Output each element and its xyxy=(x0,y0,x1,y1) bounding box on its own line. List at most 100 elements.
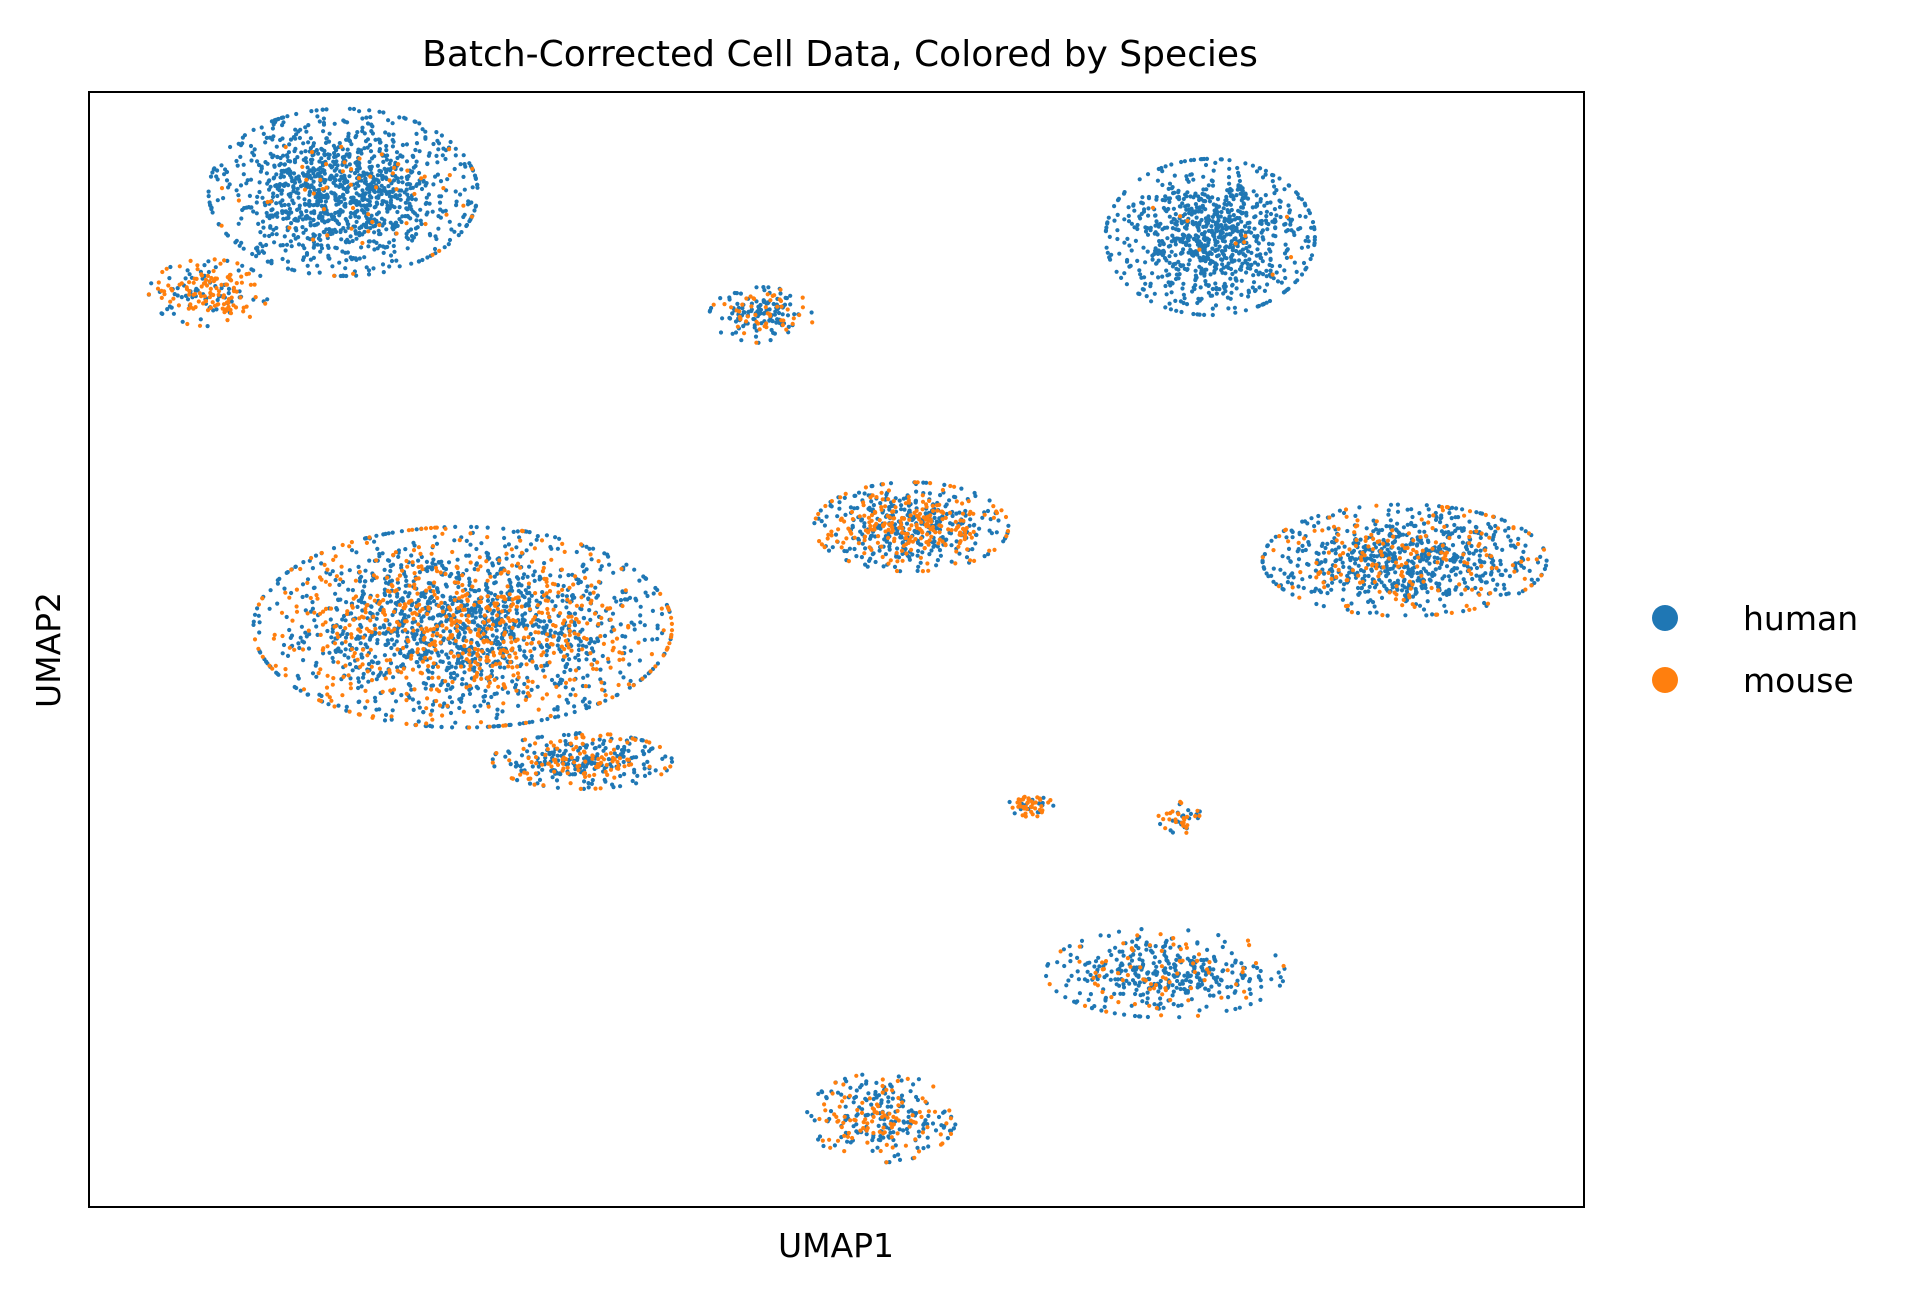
point-human xyxy=(1474,525,1479,530)
point-human xyxy=(397,264,402,269)
point-human xyxy=(363,579,368,584)
point-human xyxy=(1191,311,1196,317)
point-human xyxy=(1129,248,1134,253)
point-human xyxy=(494,628,499,633)
point-human xyxy=(434,130,439,135)
point-human xyxy=(1296,584,1301,589)
point-human xyxy=(321,167,326,173)
point-human xyxy=(568,667,573,673)
point-human xyxy=(1453,587,1458,592)
point-human xyxy=(1160,182,1165,188)
point-human xyxy=(1148,228,1153,233)
point-human xyxy=(305,236,310,241)
point-human xyxy=(310,606,315,611)
point-human xyxy=(379,191,384,197)
point-human xyxy=(1443,609,1449,614)
point-human xyxy=(1446,530,1451,535)
point-human xyxy=(647,771,652,776)
point-human xyxy=(419,619,424,624)
point-human xyxy=(1287,208,1292,213)
point-human xyxy=(645,593,650,599)
point-human xyxy=(1194,205,1199,210)
point-human xyxy=(1115,212,1120,217)
point-human xyxy=(492,764,497,769)
point-human xyxy=(302,246,307,251)
point-human xyxy=(510,679,515,684)
point-human xyxy=(1287,183,1292,188)
point-human xyxy=(377,243,382,248)
point-human xyxy=(1353,513,1358,519)
point-human xyxy=(453,720,458,725)
point-human xyxy=(1115,236,1120,242)
point-human xyxy=(590,741,595,746)
point-human xyxy=(374,240,379,245)
point-human xyxy=(375,163,380,168)
point-human xyxy=(348,234,353,239)
point-human xyxy=(1132,1013,1138,1019)
point-human xyxy=(1325,591,1330,596)
point-human xyxy=(238,154,243,159)
point-human xyxy=(416,598,421,603)
point-human xyxy=(877,548,882,553)
point-human xyxy=(899,503,904,508)
point-human xyxy=(380,551,385,556)
point-human xyxy=(615,692,620,697)
point-human xyxy=(1234,225,1239,230)
point-human xyxy=(515,600,520,605)
point-human xyxy=(389,645,394,651)
point-human xyxy=(420,257,425,263)
point-human xyxy=(333,649,339,655)
point-human xyxy=(1263,251,1268,256)
point-human xyxy=(487,649,492,654)
point-human xyxy=(423,129,428,134)
point-human xyxy=(1185,190,1190,195)
point-human xyxy=(762,288,767,293)
point-human xyxy=(1400,583,1405,588)
point-human xyxy=(416,259,421,264)
point-human xyxy=(502,626,507,631)
point-human xyxy=(348,201,353,206)
point-human xyxy=(537,777,543,783)
point-human xyxy=(378,231,383,237)
point-human xyxy=(1179,309,1184,315)
point-human xyxy=(1461,609,1466,614)
point-human xyxy=(514,575,520,580)
point-human xyxy=(365,207,370,212)
point-human xyxy=(1272,191,1277,196)
point-human xyxy=(323,199,328,204)
point-human xyxy=(1289,581,1294,586)
point-human xyxy=(377,109,382,114)
point-human xyxy=(557,647,562,652)
point-human xyxy=(364,265,369,270)
point-human xyxy=(1306,540,1311,545)
point-human xyxy=(382,166,387,171)
point-human xyxy=(286,202,291,207)
point-human xyxy=(383,631,388,636)
point-human xyxy=(989,531,995,536)
point-human xyxy=(1278,214,1283,220)
point-human xyxy=(395,580,400,585)
point-human xyxy=(275,214,280,219)
point-human xyxy=(333,591,338,596)
point-human xyxy=(366,244,371,249)
point-human xyxy=(233,240,238,245)
point-human xyxy=(599,564,604,569)
point-human xyxy=(1474,510,1479,515)
point-human xyxy=(444,652,449,657)
point-human xyxy=(292,180,298,185)
point-human xyxy=(288,239,293,244)
point-human xyxy=(1272,217,1277,222)
point-human xyxy=(429,637,434,643)
point-human xyxy=(1508,538,1513,543)
point-human xyxy=(1163,283,1168,289)
point-human xyxy=(409,261,414,266)
point-human xyxy=(1202,230,1207,235)
point-human xyxy=(287,206,292,211)
point-human xyxy=(558,574,563,579)
point-human xyxy=(294,190,299,195)
point-human xyxy=(479,541,484,546)
point-human xyxy=(301,658,306,663)
point-human xyxy=(550,775,555,780)
point-human xyxy=(317,692,322,697)
